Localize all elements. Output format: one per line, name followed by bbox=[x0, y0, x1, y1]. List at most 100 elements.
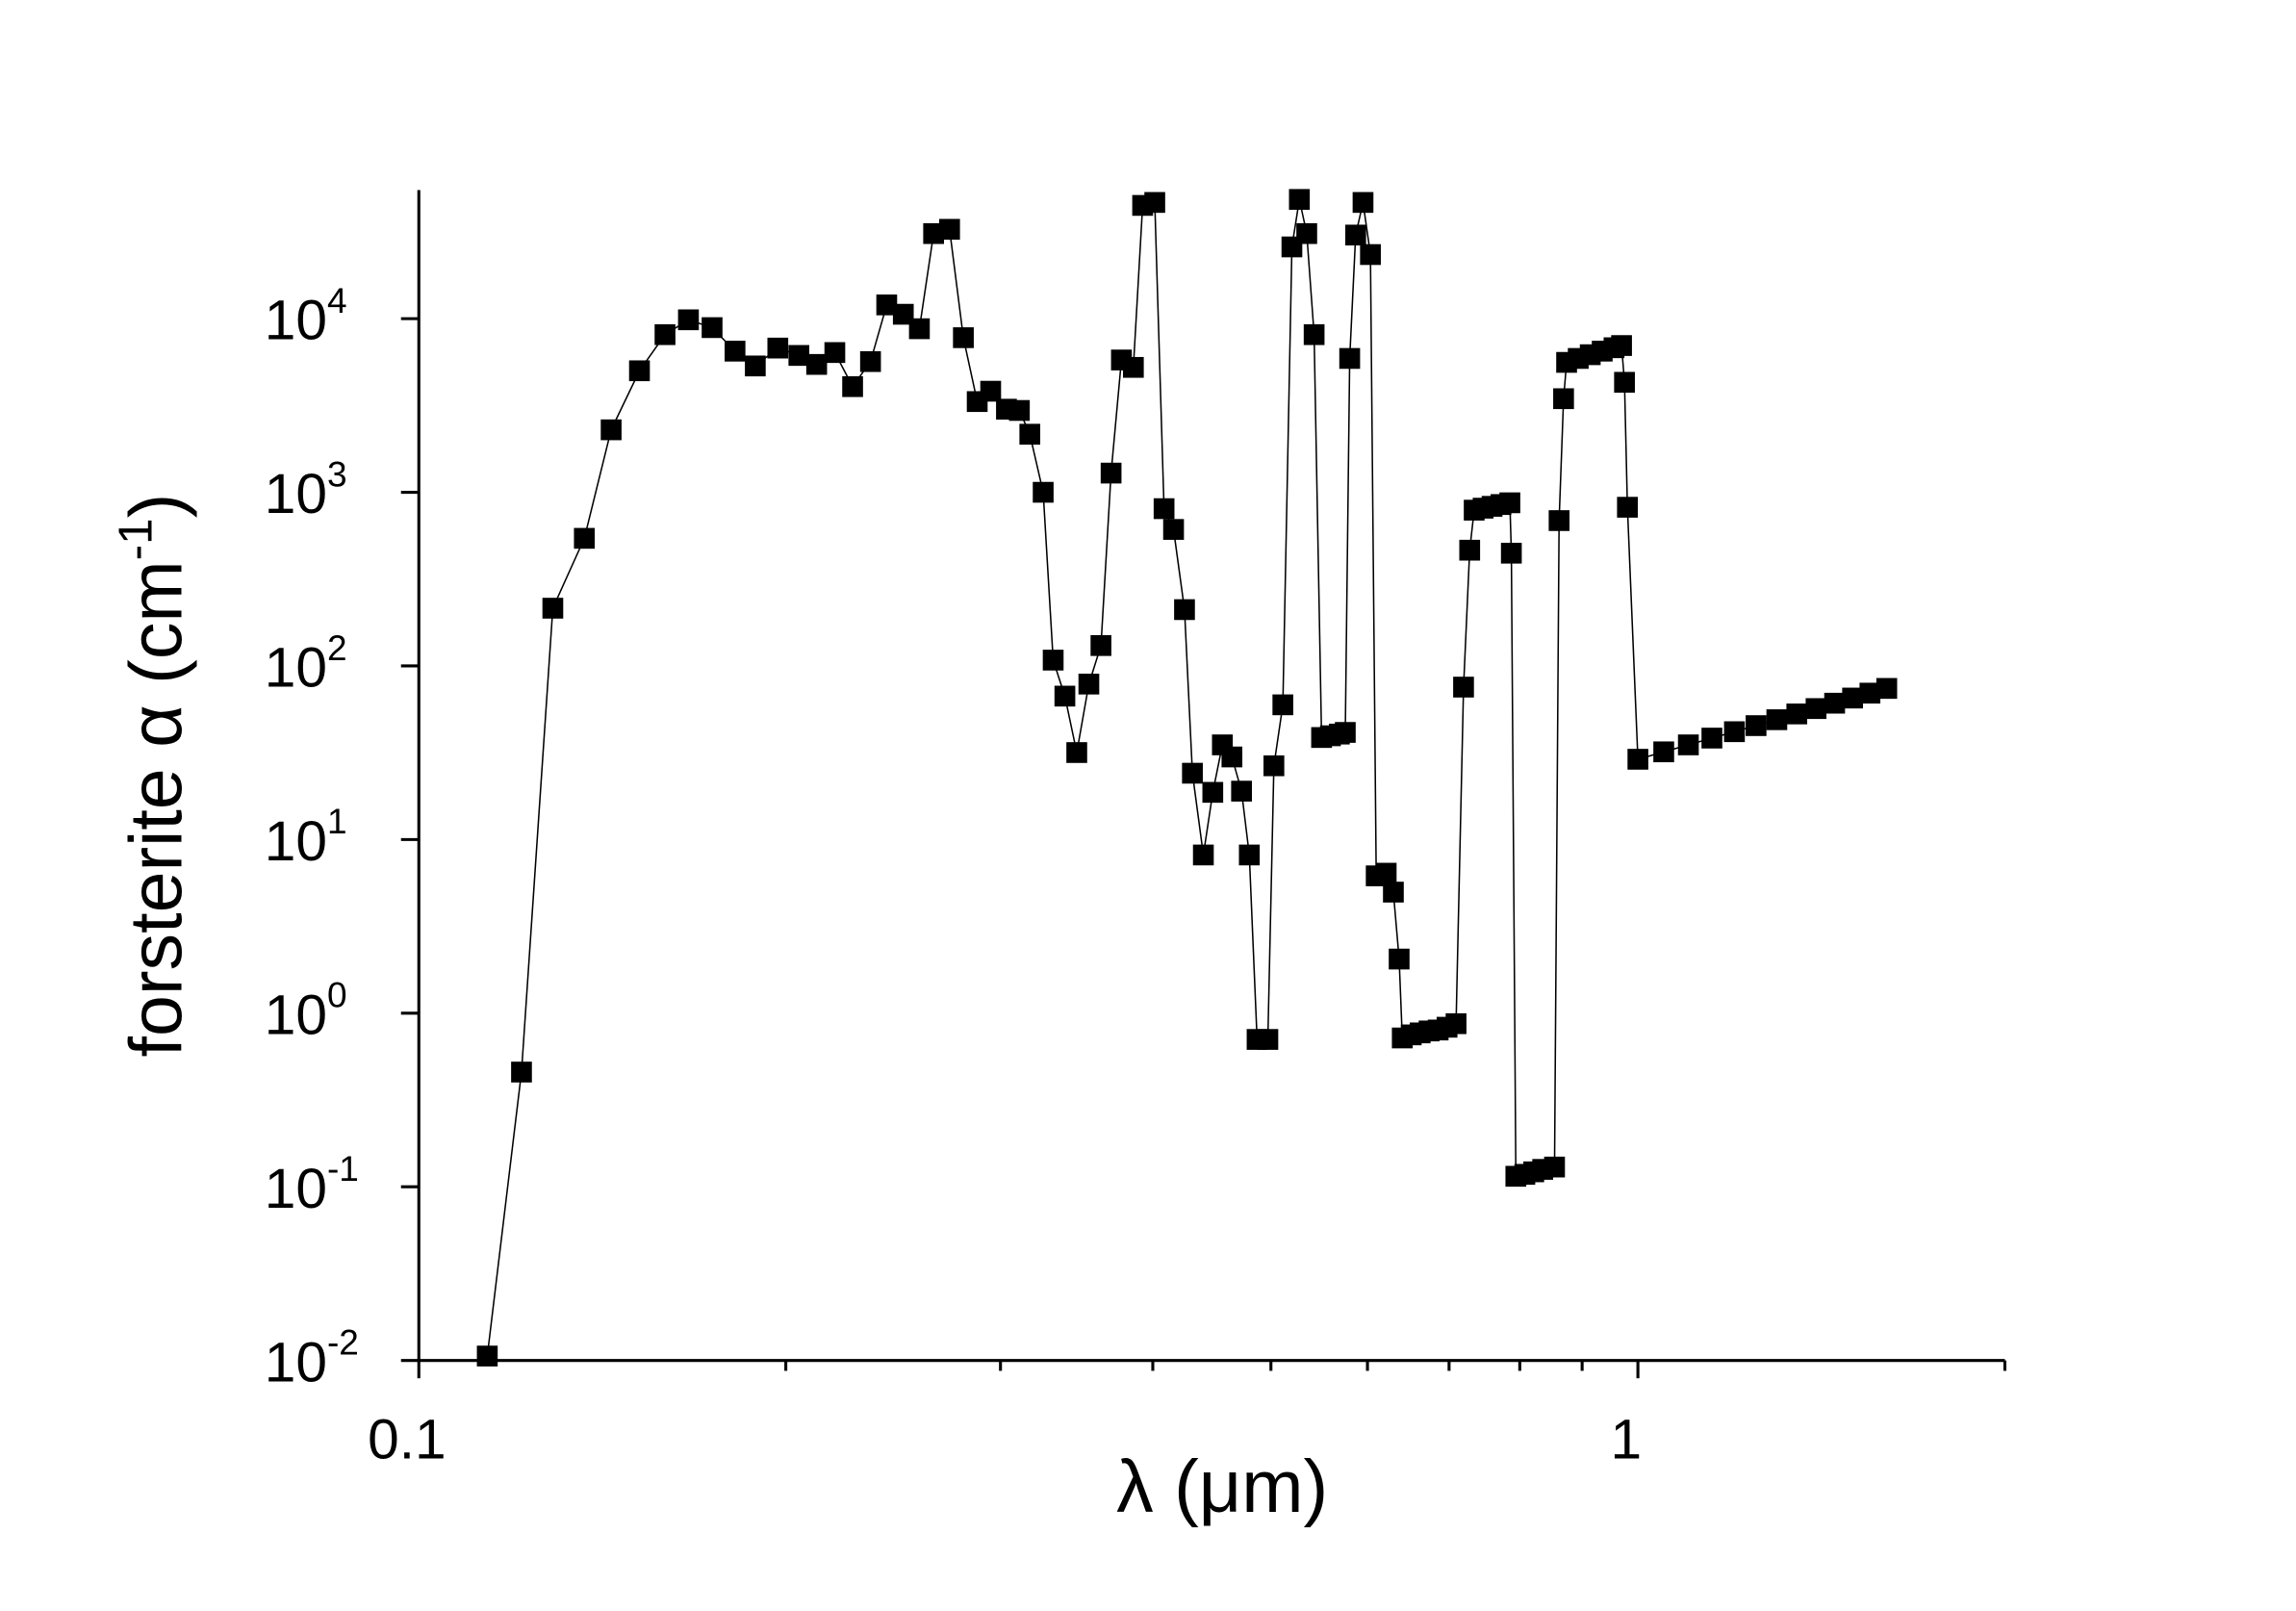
data-marker bbox=[1019, 423, 1040, 445]
data-marker bbox=[1033, 481, 1054, 503]
data-marker bbox=[1360, 243, 1381, 266]
data-marker bbox=[1617, 497, 1639, 518]
data-marker bbox=[1500, 543, 1522, 564]
data-marker bbox=[1238, 844, 1261, 866]
data-marker bbox=[1677, 734, 1699, 755]
data-marker bbox=[859, 350, 881, 372]
x-axis-title: λ (μm) bbox=[1116, 1445, 1328, 1528]
data-marker bbox=[1162, 519, 1185, 540]
data-marker bbox=[1202, 781, 1224, 804]
data-marker bbox=[1859, 682, 1881, 704]
data-marker bbox=[1090, 634, 1111, 656]
y-tick-base: 10 bbox=[265, 984, 327, 1046]
data-marker bbox=[1339, 347, 1361, 370]
data-marker bbox=[677, 309, 700, 331]
y-tick-exponent: 2 bbox=[327, 627, 347, 668]
data-marker bbox=[1144, 192, 1165, 214]
data-marker bbox=[1066, 742, 1087, 763]
y-tick-base: 10 bbox=[265, 1331, 327, 1394]
data-marker bbox=[923, 222, 944, 244]
data-marker bbox=[1389, 948, 1410, 970]
y-axis-title-sup: -1 bbox=[109, 518, 162, 560]
data-marker bbox=[1553, 388, 1574, 410]
data-marker bbox=[1766, 709, 1788, 730]
data-marker bbox=[1459, 539, 1481, 561]
data-marker bbox=[1174, 599, 1195, 621]
data-marker bbox=[1543, 1156, 1566, 1178]
data-marker bbox=[1042, 650, 1064, 671]
y-tick-exponent: -2 bbox=[327, 1321, 359, 1362]
data-marker bbox=[1383, 882, 1404, 903]
data-marker bbox=[1842, 687, 1863, 709]
data-marker bbox=[1548, 510, 1570, 531]
y-tick-exponent: -1 bbox=[327, 1148, 359, 1189]
y-axis-title-text: forsterite α (cm bbox=[115, 560, 197, 1057]
data-marker bbox=[1627, 749, 1648, 770]
y-tick-label: 102 bbox=[265, 627, 347, 700]
data-marker bbox=[1100, 462, 1122, 484]
y-tick-base: 10 bbox=[265, 290, 327, 352]
data-marker bbox=[654, 323, 676, 345]
data-marker bbox=[1257, 1029, 1279, 1050]
y-tick-base: 10 bbox=[265, 1158, 327, 1220]
data-marker bbox=[542, 598, 564, 619]
data-marker bbox=[805, 353, 828, 375]
data-marker bbox=[1611, 335, 1632, 356]
data-marker bbox=[1723, 721, 1746, 743]
data-marker bbox=[1824, 692, 1846, 714]
data-marker bbox=[980, 380, 1002, 402]
data-marker bbox=[1653, 741, 1674, 763]
y-axis-title-end: ) bbox=[115, 494, 197, 519]
data-marker bbox=[1296, 222, 1317, 244]
y-tick-label: 100 bbox=[265, 975, 347, 1047]
data-marker bbox=[1221, 746, 1243, 768]
data-marker bbox=[1352, 192, 1374, 214]
data-marker bbox=[1078, 674, 1100, 695]
data-marker bbox=[1614, 371, 1635, 394]
data-marker bbox=[1499, 492, 1520, 514]
y-tick-base: 10 bbox=[265, 463, 327, 525]
y-tick-base: 10 bbox=[265, 637, 327, 700]
data-marker bbox=[1701, 728, 1722, 749]
data-marker bbox=[628, 360, 651, 382]
data-marker bbox=[938, 218, 960, 241]
data-marker bbox=[725, 341, 746, 362]
data-marker bbox=[788, 345, 810, 367]
data-marker bbox=[1123, 356, 1144, 378]
data-marker bbox=[1746, 715, 1767, 736]
data-marker bbox=[767, 337, 789, 359]
y-tick-exponent: 4 bbox=[327, 280, 347, 320]
data-marker bbox=[1875, 678, 1898, 700]
data-marker bbox=[1335, 722, 1356, 743]
data-marker bbox=[1182, 762, 1203, 784]
y-tick-label: 104 bbox=[265, 280, 347, 352]
data-marker bbox=[1192, 844, 1214, 866]
data-marker bbox=[1054, 685, 1076, 707]
data-marker bbox=[1303, 323, 1325, 345]
data-marker bbox=[1375, 862, 1397, 884]
data-marker bbox=[1008, 399, 1031, 422]
y-tick-base: 10 bbox=[265, 810, 327, 873]
data-marker bbox=[892, 303, 914, 325]
data-marker bbox=[1445, 1012, 1467, 1035]
data-marker bbox=[745, 355, 766, 377]
x-tick-label: 0.1 bbox=[368, 1409, 446, 1471]
data-marker bbox=[908, 318, 931, 340]
data-marker bbox=[1786, 703, 1808, 725]
data-marker bbox=[1288, 189, 1311, 211]
data-marker bbox=[476, 1345, 498, 1367]
data-marker bbox=[1153, 498, 1175, 520]
data-marker bbox=[842, 375, 863, 397]
data-marker bbox=[1231, 780, 1253, 802]
y-tick-label: 10-1 bbox=[265, 1148, 359, 1220]
data-marker bbox=[1272, 694, 1293, 716]
y-tick-label: 10-2 bbox=[265, 1321, 359, 1394]
data-marker bbox=[511, 1061, 532, 1083]
y-tick-exponent: 3 bbox=[327, 453, 347, 494]
y-tick-exponent: 1 bbox=[327, 801, 347, 841]
data-marker bbox=[1345, 224, 1366, 246]
data-marker bbox=[876, 294, 898, 316]
y-tick-exponent: 0 bbox=[327, 975, 347, 1015]
data-marker bbox=[600, 419, 622, 441]
